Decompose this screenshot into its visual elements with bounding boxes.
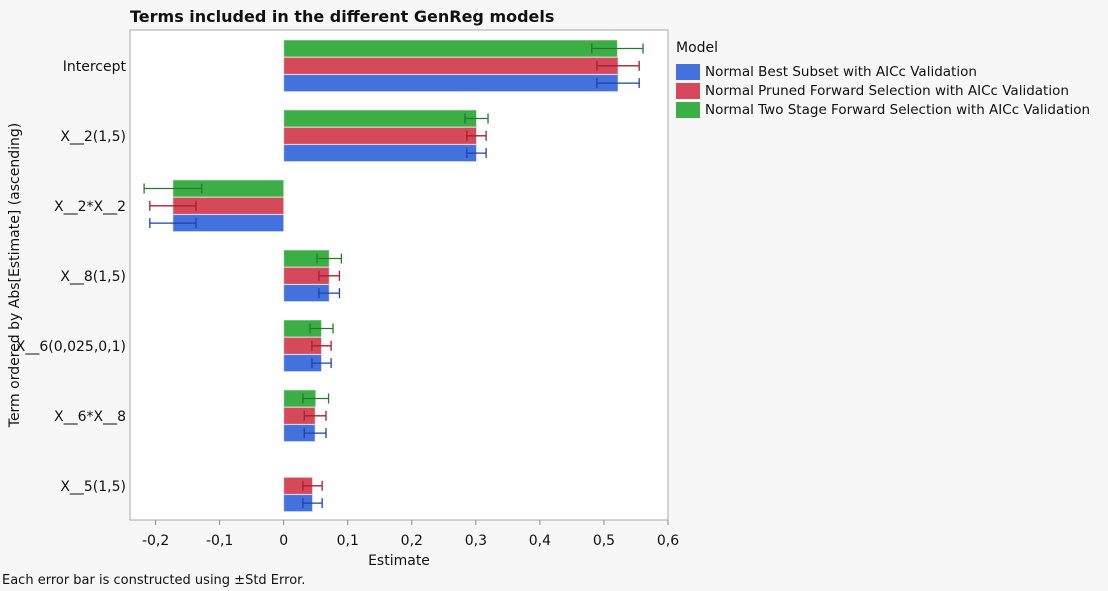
y-tick-label: X__8(1,5) — [60, 269, 126, 285]
x-tick-label: 0,1 — [337, 533, 359, 549]
bar — [283, 56, 619, 75]
footnote: Each error bar is constructed using ±Std… — [2, 573, 306, 588]
error-bar — [149, 218, 197, 229]
plot-area — [129, 29, 669, 521]
error-bar — [149, 200, 197, 211]
y-tick-label: Intercept — [63, 59, 127, 75]
legend-label: Normal Best Subset with AICc Validation — [705, 63, 977, 80]
error-bar — [596, 60, 640, 71]
error-bar — [143, 183, 203, 194]
x-tick-label: 0,6 — [657, 533, 679, 549]
legend-label: Normal Pruned Forward Selection with AIC… — [705, 82, 1069, 99]
error-bar — [303, 428, 327, 439]
error-bar — [591, 43, 644, 54]
error-bar — [302, 498, 323, 509]
bar — [283, 126, 477, 145]
x-tick-label: -0,2 — [142, 533, 169, 549]
error-bar — [464, 113, 489, 124]
legend-swatch — [676, 101, 700, 118]
error-bar — [596, 78, 640, 89]
y-tick-label: X__6(0,025,0,1) — [16, 339, 126, 355]
bar — [283, 109, 477, 128]
bar — [283, 74, 619, 93]
x-tick-label: 0,2 — [401, 533, 423, 549]
chart-title: Terms included in the different GenReg m… — [130, 7, 554, 26]
legend-label: Normal Two Stage Forward Selection with … — [705, 101, 1091, 118]
x-tick-label: 0,5 — [593, 533, 615, 549]
bar — [283, 144, 477, 163]
x-axis-label: Estimate — [368, 553, 430, 569]
y-tick-label: X__2*X__2 — [54, 199, 126, 215]
y-axis-label: Term ordered by Abs[Estimate] (ascending… — [7, 123, 23, 428]
error-bar — [302, 393, 330, 404]
legend-swatch — [676, 63, 700, 80]
error-bar — [466, 148, 487, 159]
y-tick-label: X__2(1,5) — [60, 129, 126, 145]
error-bar — [318, 288, 341, 299]
error-bar — [318, 270, 341, 281]
legend-title: Model — [676, 40, 719, 56]
error-bar — [316, 253, 343, 264]
error-bar — [311, 358, 332, 369]
error-bar — [302, 480, 323, 491]
y-tick-label: X__5(1,5) — [60, 479, 126, 495]
error-bar — [311, 340, 332, 351]
x-tick-label: 0,4 — [529, 533, 551, 549]
legend-item[interactable]: Normal Best Subset with AICc Validation — [676, 62, 1090, 81]
x-tick-label: -0,1 — [206, 533, 233, 549]
x-tick-label: 0 — [279, 533, 288, 549]
x-tick-label: 0,3 — [465, 533, 487, 549]
legend-item[interactable]: Normal Pruned Forward Selection with AIC… — [676, 81, 1090, 100]
y-tick-label: X__6*X__8 — [54, 409, 126, 425]
bar — [283, 39, 618, 58]
legend-swatch — [676, 82, 700, 99]
error-bar — [466, 130, 487, 141]
legend-item[interactable]: Normal Two Stage Forward Selection with … — [676, 100, 1090, 119]
error-bar — [309, 323, 334, 334]
legend: Model Normal Best Subset with AICc Valid… — [676, 40, 1090, 119]
error-bar — [303, 410, 327, 421]
